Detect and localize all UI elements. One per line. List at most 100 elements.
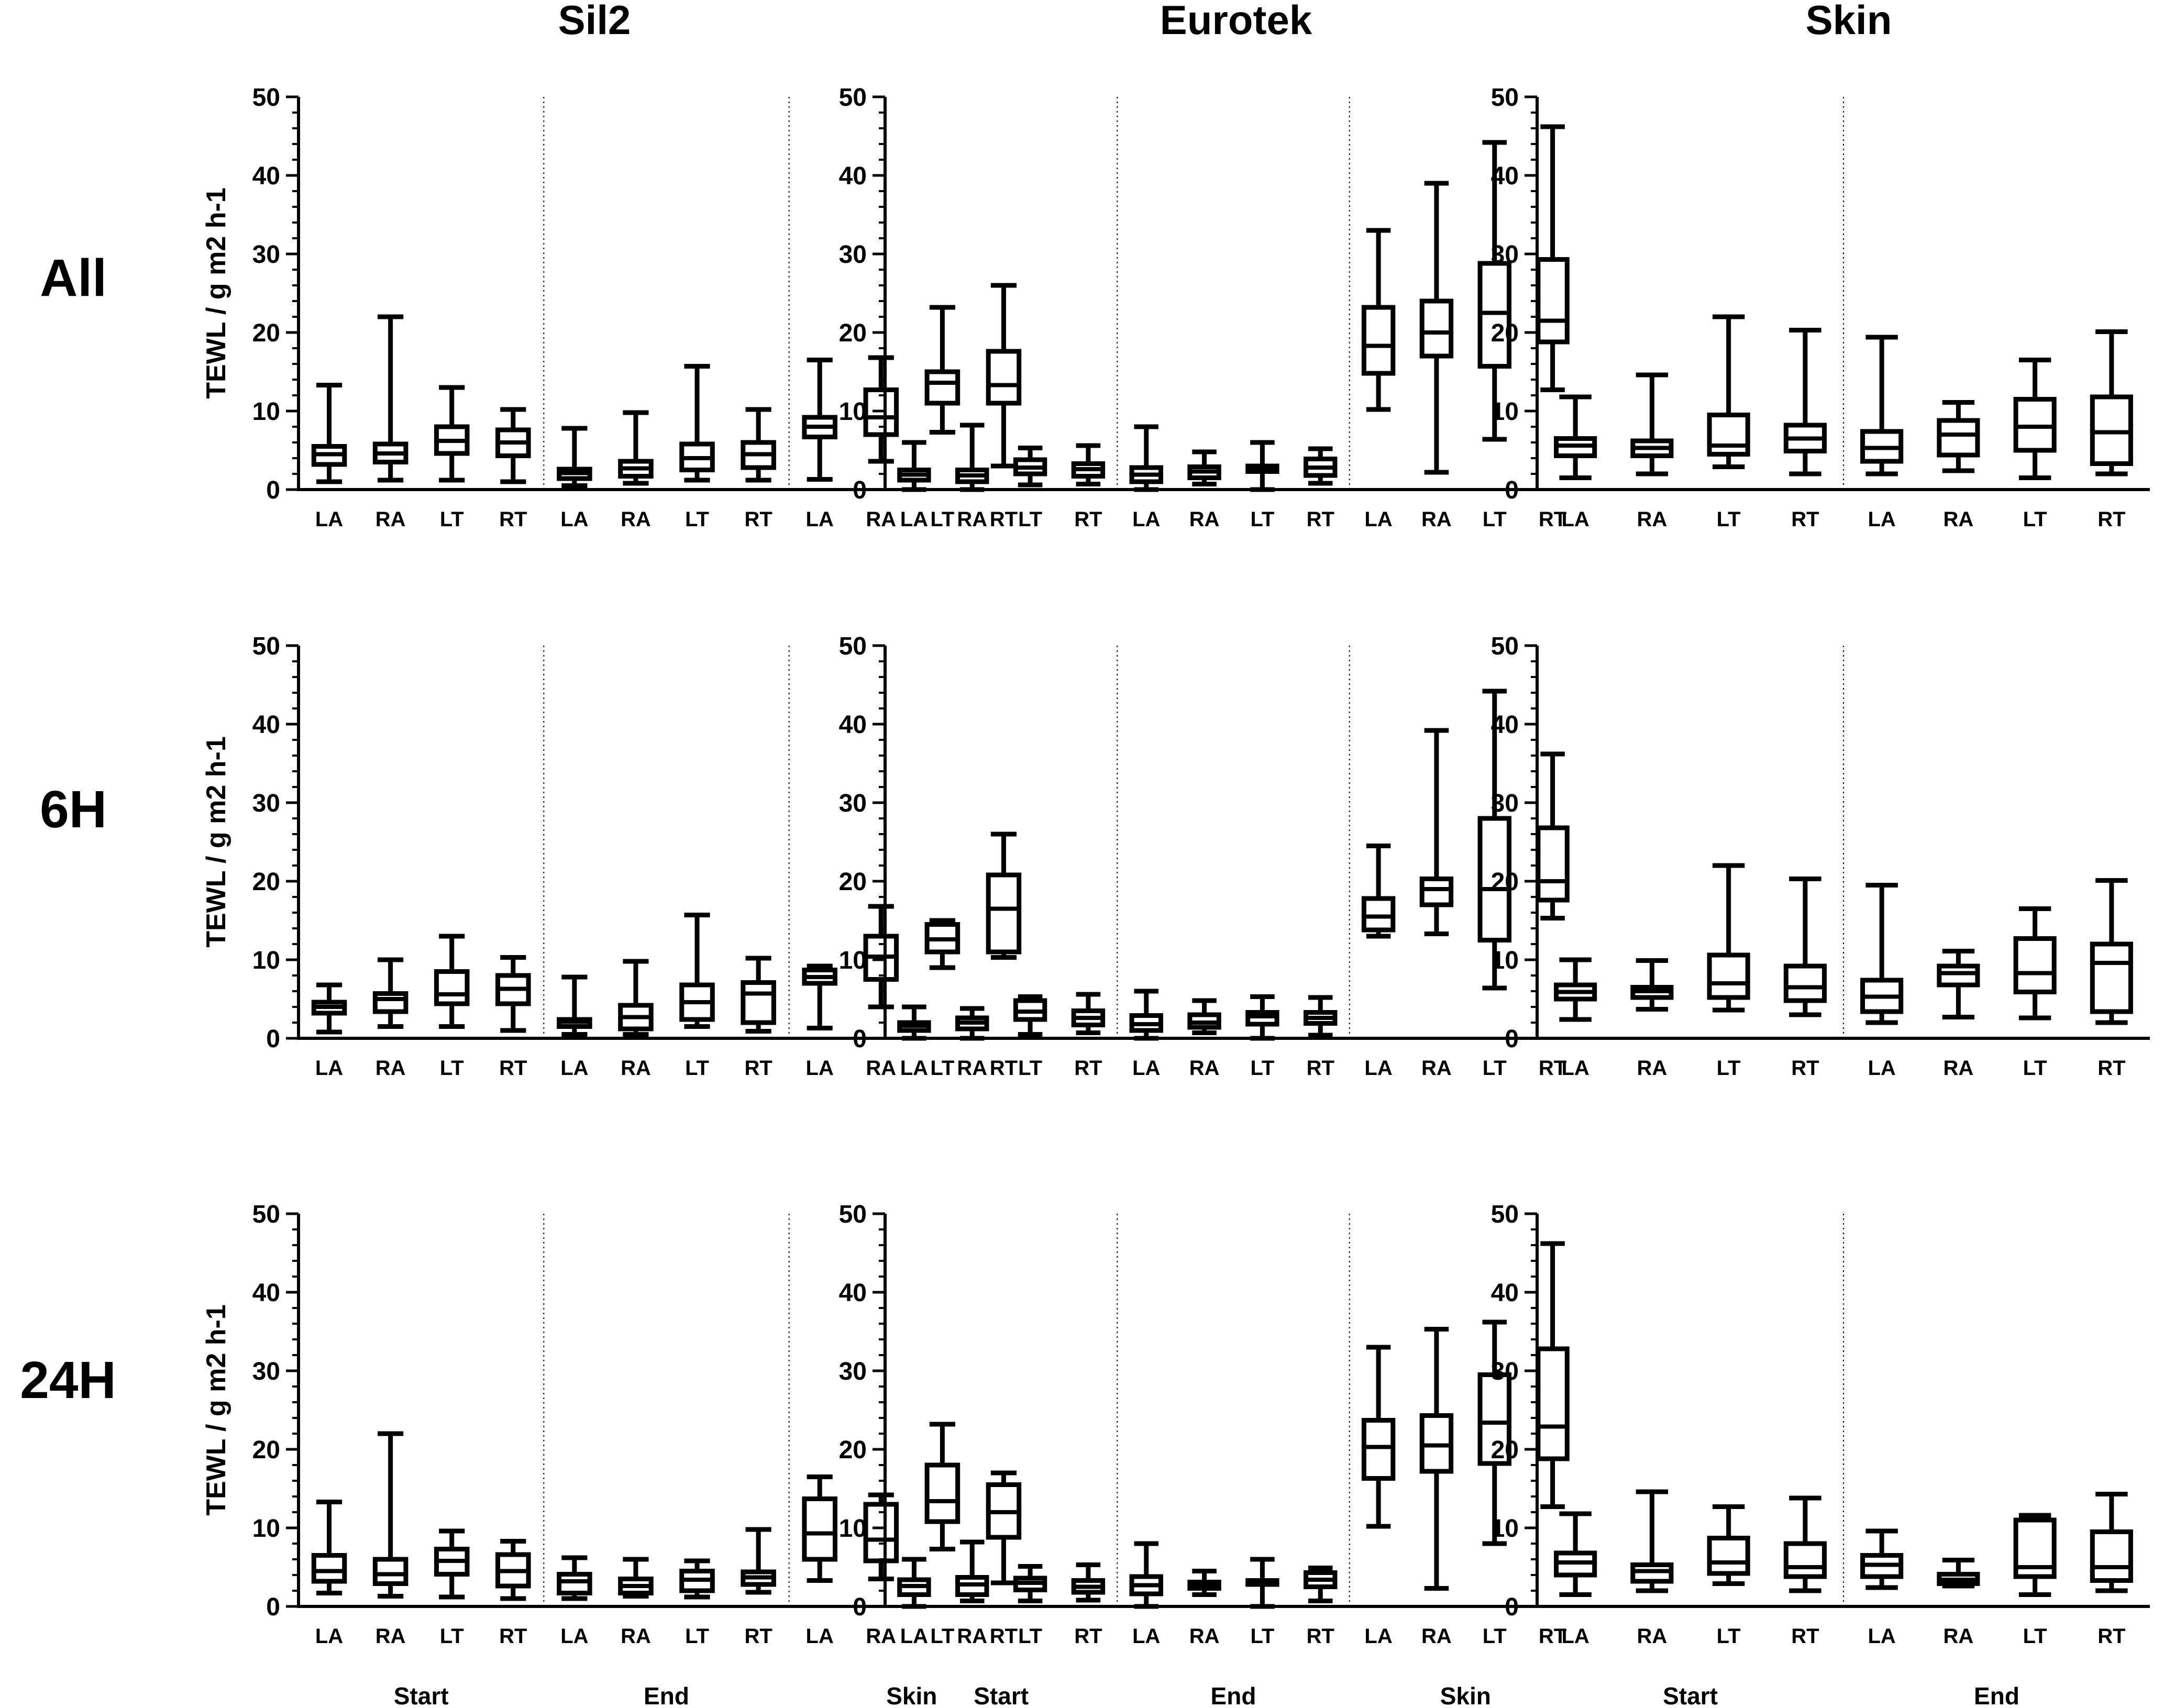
category-label: RT (499, 1625, 527, 1648)
group-label: Skin (1440, 1682, 1491, 1708)
category-label: LT (1483, 1057, 1507, 1080)
box-iqr (986, 349, 1022, 406)
category-label: RA (1421, 1625, 1452, 1648)
category-label: LA (1132, 508, 1160, 531)
category-label: RA (1421, 1057, 1452, 1080)
category-label: RT (744, 1625, 772, 1648)
box-iqr (1707, 413, 1750, 457)
box-iqr (924, 1462, 960, 1524)
category-label: LT (440, 1625, 464, 1648)
category-label: LA (315, 1625, 343, 1648)
category-label: RA (1189, 508, 1220, 531)
category-label: LT (930, 508, 954, 531)
category-label: RA (376, 1057, 406, 1080)
category-label: LA (315, 1057, 343, 1080)
y-tick-label: 10 (1491, 1515, 1519, 1543)
box-iqr (372, 991, 408, 1014)
category-label: LT (1250, 1057, 1274, 1080)
category-label: RT (1074, 1057, 1102, 1080)
y-tick-label: 20 (839, 319, 867, 347)
box-iqr (434, 969, 470, 1006)
box-iqr (1361, 896, 1396, 933)
box-iqr (1361, 305, 1396, 376)
group-label: Start (394, 1682, 449, 1708)
category-label: LA (806, 1057, 834, 1080)
y-tick-label: 0 (853, 1593, 867, 1621)
category-label: RT (2097, 1625, 2125, 1648)
category-label: LA (1868, 508, 1895, 531)
row-label: 24H (20, 1351, 116, 1410)
y-tick-label: 20 (252, 319, 280, 347)
category-label: RT (1539, 1625, 1566, 1648)
category-label: RA (1943, 1625, 1973, 1648)
category-label: LT (1018, 1057, 1042, 1080)
box-iqr (1707, 1536, 1750, 1576)
category-label: LT (930, 1625, 954, 1648)
category-label: LA (1364, 508, 1392, 531)
group-label: End (644, 1682, 689, 1708)
category-label: RA (1637, 1057, 1667, 1080)
y-tick-label: 30 (839, 790, 867, 817)
y-tick-label: 0 (853, 476, 867, 504)
category-label: RT (499, 1057, 527, 1080)
category-label: LA (1132, 1625, 1160, 1648)
column-title: Skin (1806, 0, 1892, 43)
y-tick-label: 30 (839, 1358, 867, 1385)
category-label: LA (1561, 1625, 1589, 1648)
y-tick-label: 10 (839, 947, 867, 974)
category-label: LA (560, 1057, 588, 1080)
y-tick-label: 10 (839, 398, 867, 426)
category-label: RA (621, 508, 651, 531)
y-tick-label: 20 (1491, 868, 1519, 896)
category-label: RA (1189, 1057, 1220, 1080)
y-tick-label: 50 (1491, 633, 1519, 660)
box-iqr (986, 872, 1022, 955)
category-label: LT (1483, 1625, 1507, 1648)
y-tick-label: 50 (252, 84, 280, 112)
box-iqr (924, 369, 960, 406)
y-tick-label: 40 (1491, 162, 1519, 190)
box-iqr (1937, 418, 1980, 458)
category-label: LT (440, 508, 464, 531)
y-tick-label: 0 (853, 1025, 867, 1053)
box-iqr (863, 1502, 899, 1563)
category-label: LT (685, 508, 709, 531)
y-tick-label: 40 (839, 711, 867, 739)
y-tick-label: 40 (839, 1279, 867, 1307)
box-iqr (1536, 257, 1570, 345)
y-tick-label: 50 (839, 633, 867, 660)
group-label: Skin (886, 1682, 937, 1708)
y-tick-label: 50 (252, 633, 280, 660)
y-tick-label: 10 (252, 1515, 280, 1543)
category-label: RT (990, 1625, 1018, 1648)
box-iqr (802, 1496, 837, 1562)
category-label: RT (1791, 1625, 1819, 1648)
category-label: RT (744, 508, 772, 531)
group-label: Start (974, 1682, 1029, 1708)
box-iqr (1419, 877, 1454, 907)
group-label: End (1211, 1682, 1256, 1708)
y-tick-label: 40 (1491, 711, 1519, 739)
category-label: RT (1307, 508, 1334, 531)
category-label: LT (1717, 1057, 1741, 1080)
category-label: LT (1018, 1625, 1042, 1648)
category-label: LT (1483, 508, 1507, 531)
y-tick-label: 40 (252, 711, 280, 739)
y-tick-label: 20 (252, 1436, 280, 1464)
y-tick-label: 0 (1505, 476, 1519, 504)
category-label: LT (2023, 508, 2047, 531)
category-label: LT (1018, 508, 1042, 531)
y-tick-label: 30 (1491, 1358, 1519, 1385)
category-label: LA (560, 508, 588, 531)
category-label: LT (685, 1625, 709, 1648)
y-tick-label: 20 (1491, 319, 1519, 347)
y-tick-label: 0 (266, 1593, 280, 1621)
category-label: RA (1943, 1057, 1973, 1080)
category-label: RT (1539, 1057, 1566, 1080)
category-label: RA (1421, 508, 1452, 531)
category-label: LA (900, 1625, 928, 1648)
category-label: RA (1189, 1625, 1220, 1648)
category-label: RA (866, 1057, 896, 1080)
category-label: LA (1364, 1625, 1392, 1648)
y-tick-label: 10 (252, 398, 280, 426)
